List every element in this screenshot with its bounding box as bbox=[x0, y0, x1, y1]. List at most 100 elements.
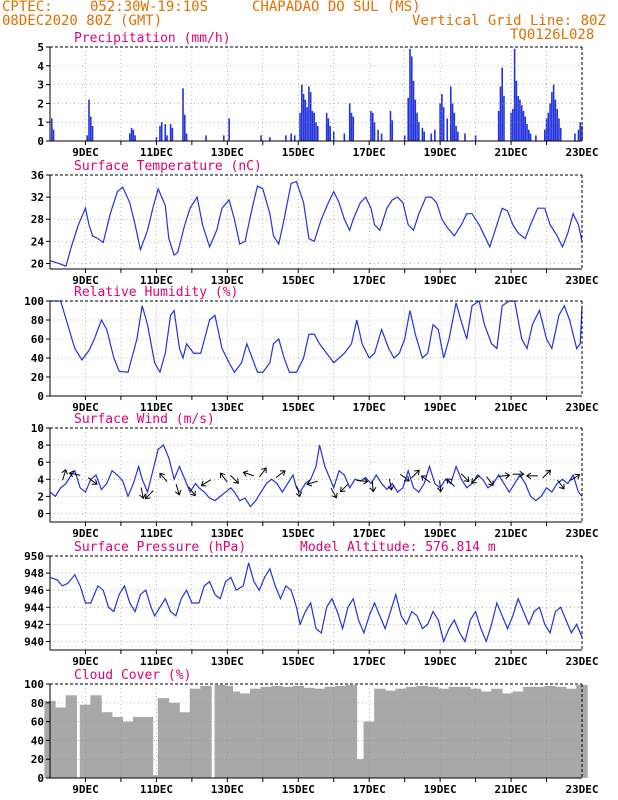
cloud-bar bbox=[157, 698, 170, 778]
wind-arrow-shaft bbox=[296, 485, 301, 497]
cloud-xtick-label: 21DEC bbox=[495, 783, 528, 796]
precip-bar bbox=[290, 133, 292, 141]
precip-bar bbox=[558, 118, 560, 141]
wind-ytick-label: 4 bbox=[37, 473, 44, 486]
wind-arrow-shaft bbox=[421, 475, 431, 483]
precip-bar bbox=[474, 135, 477, 141]
precip-bar bbox=[526, 124, 528, 141]
cloud-bar bbox=[544, 685, 556, 778]
wind-arrow bbox=[486, 476, 494, 487]
precip-bar bbox=[520, 105, 523, 141]
wind-arrow-shaft bbox=[399, 473, 410, 482]
cloud-ytick-label: 0 bbox=[37, 772, 44, 785]
cloud-xtick-label: 9DEC bbox=[72, 783, 99, 796]
precip-ytick-label: 3 bbox=[37, 79, 44, 92]
wind-arrow bbox=[542, 469, 552, 479]
wind-arrow bbox=[399, 473, 410, 482]
wind-arrow-shaft bbox=[62, 469, 67, 481]
cloud-xtick-label: 17DEC bbox=[353, 783, 386, 796]
wind-arrow-shaft bbox=[230, 475, 239, 484]
wind-arrow-head bbox=[387, 485, 395, 491]
precip-bar bbox=[556, 109, 558, 141]
temp-ytick-label: 32 bbox=[31, 191, 44, 204]
temp-title: Surface Temperature (nC) bbox=[74, 159, 262, 174]
cloud-bar bbox=[356, 759, 368, 778]
precip-xtick-label: 23DEC bbox=[565, 146, 598, 159]
temp-xtick-label: 19DEC bbox=[424, 274, 457, 287]
wind-arrow-shaft bbox=[542, 469, 551, 479]
wind-xtick-label: 17DEC bbox=[353, 527, 386, 540]
temp-xtick-label: 23DEC bbox=[565, 274, 598, 287]
cloud-bar bbox=[384, 690, 397, 778]
rh-xtick-label: 19DEC bbox=[424, 401, 457, 414]
precip-bar bbox=[543, 129, 546, 141]
wind-arrow-shaft bbox=[498, 474, 510, 477]
precip-bar bbox=[529, 133, 532, 141]
wind-arrow bbox=[387, 478, 395, 491]
cloud-bar bbox=[374, 688, 386, 778]
precip-bar bbox=[91, 125, 94, 141]
wind-arrow bbox=[87, 477, 98, 485]
cloud-bar bbox=[363, 721, 375, 778]
precip-bar bbox=[515, 80, 518, 141]
rh-xtick-label: 23DEC bbox=[565, 401, 598, 414]
temp-xtick-label: 9DEC bbox=[72, 274, 99, 287]
header-location-coords: 052:30W-19:10S bbox=[90, 0, 209, 15]
cloud-bar bbox=[179, 712, 191, 778]
cloud-bar bbox=[565, 688, 578, 778]
wind-xtick-label: 23DEC bbox=[565, 527, 598, 540]
wind-arrow-shaft bbox=[188, 486, 196, 496]
precip-bar bbox=[166, 135, 168, 141]
precip-bar bbox=[313, 112, 316, 141]
precip-bar bbox=[171, 127, 174, 141]
wind-arrow-shaft bbox=[243, 471, 254, 477]
wind-arrow bbox=[420, 475, 431, 483]
wind-arrow-head bbox=[174, 489, 182, 496]
wind-arrow bbox=[219, 472, 228, 483]
pressure-ytick-label: 942 bbox=[24, 618, 44, 631]
wind-arrow-head bbox=[242, 470, 249, 477]
cloud-xtick-label: 15DEC bbox=[282, 783, 315, 796]
precip-bar bbox=[169, 124, 172, 141]
pressure-series-line bbox=[49, 562, 583, 644]
precip-bar bbox=[449, 86, 452, 141]
wind-arrow-head bbox=[436, 487, 444, 493]
wind-arrow-shaft bbox=[471, 475, 480, 484]
precip-bar bbox=[160, 122, 163, 141]
precip-bar bbox=[554, 99, 557, 141]
precip-ytick-label: 0 bbox=[37, 135, 44, 148]
pressure-xtick-label: 15DEC bbox=[282, 655, 315, 668]
precip-bar bbox=[130, 127, 133, 141]
precip-bar bbox=[403, 135, 406, 141]
precip-bar bbox=[332, 131, 335, 141]
wind-arrow bbox=[411, 469, 420, 479]
wind-arrow-head bbox=[190, 490, 196, 497]
wind-arrow-head bbox=[414, 469, 420, 476]
rh-xtick-label: 15DEC bbox=[282, 401, 315, 414]
precip-bar bbox=[370, 110, 372, 141]
precip-bar bbox=[228, 118, 230, 141]
precip-bar bbox=[559, 127, 562, 141]
precip-bar bbox=[380, 133, 383, 141]
wind-ytick-label: 0 bbox=[37, 507, 44, 520]
cloud-ytick-label: 60 bbox=[31, 716, 44, 729]
wind-arrow bbox=[188, 486, 196, 497]
precip-xtick-label: 17DEC bbox=[353, 146, 386, 159]
cloud-bar bbox=[214, 684, 226, 778]
wind-xtick-label: 9DEC bbox=[72, 527, 99, 540]
wind-arrow bbox=[356, 477, 369, 485]
wind-arrow-shaft bbox=[486, 476, 494, 486]
wind-arrow bbox=[446, 478, 456, 487]
precip-xtick-label: 15DEC bbox=[282, 146, 315, 159]
wind-arrow-head bbox=[306, 479, 313, 487]
wind-xtick-label: 15DEC bbox=[282, 527, 315, 540]
wind-arrow bbox=[242, 470, 254, 477]
wind-arrow bbox=[139, 487, 146, 500]
pressure-ytick-label: 946 bbox=[24, 584, 44, 597]
precip-bar bbox=[52, 129, 55, 141]
precip-bar bbox=[325, 112, 328, 141]
temp-series-line bbox=[49, 180, 583, 268]
rh-ytick-label: 20 bbox=[31, 371, 44, 384]
wind-arrow-shaft bbox=[307, 480, 318, 485]
